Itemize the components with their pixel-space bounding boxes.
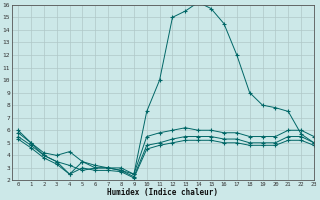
X-axis label: Humidex (Indice chaleur): Humidex (Indice chaleur) — [107, 188, 218, 197]
